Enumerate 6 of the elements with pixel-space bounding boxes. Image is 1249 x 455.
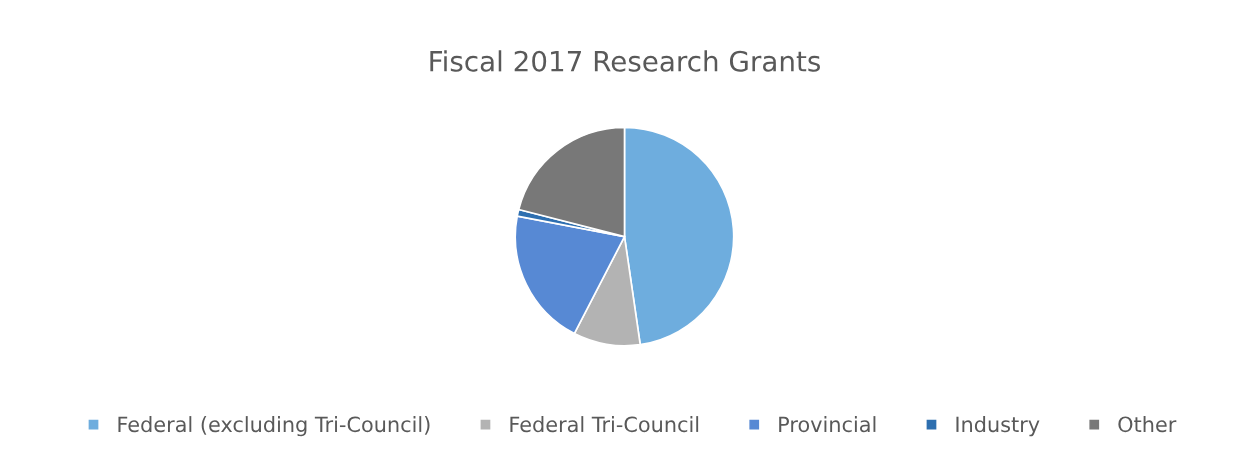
legend-label: Industry (956, 416, 1040, 437)
legend-label: Federal Tri-Council (510, 416, 699, 433)
chart-title: Fiscal 2017 Research Grants (430, 50, 820, 72)
legend-label: Federal (excluding Tri-Council) (118, 416, 430, 437)
legend-label: Other (1118, 416, 1177, 433)
legend-label: Provincial (779, 416, 876, 433)
